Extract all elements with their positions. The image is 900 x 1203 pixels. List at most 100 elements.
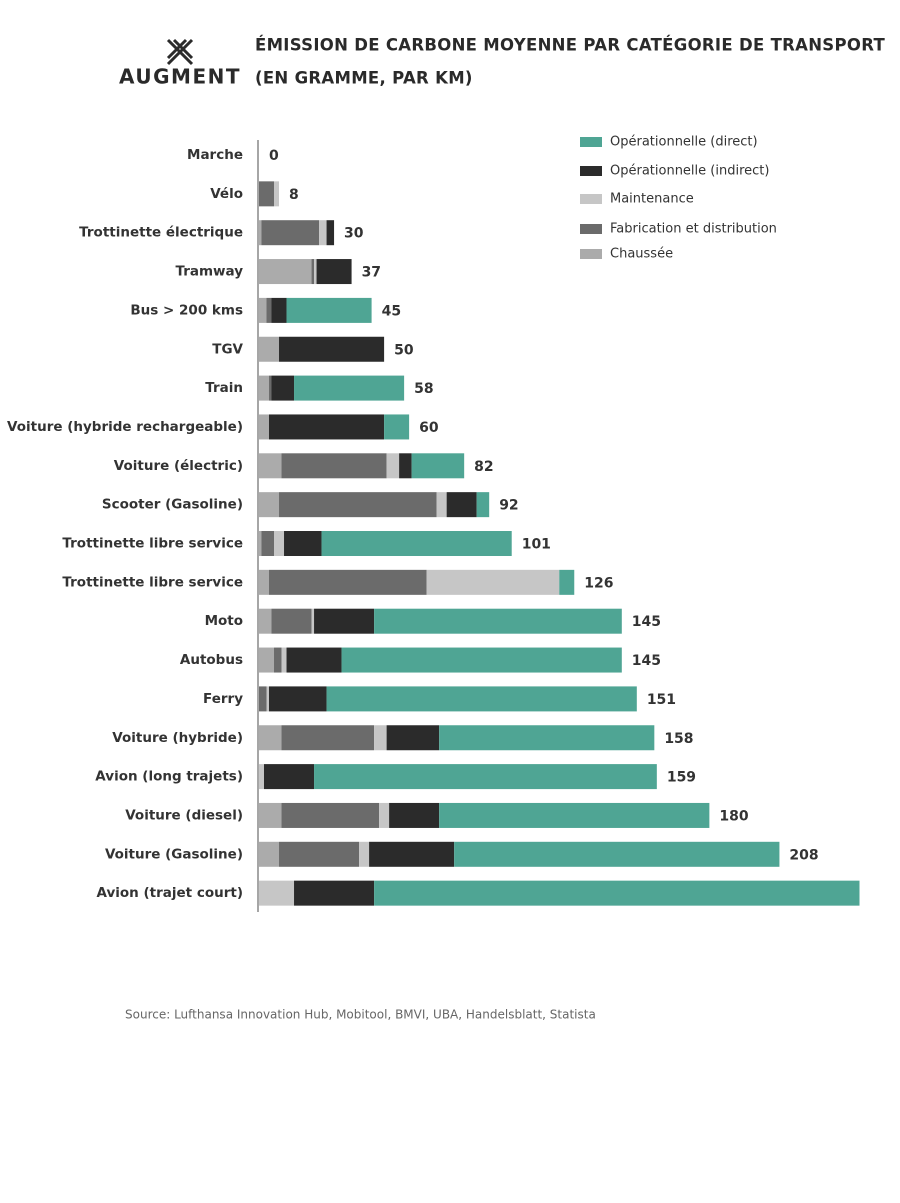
bar-segment bbox=[439, 725, 655, 751]
bar-segment bbox=[314, 764, 657, 790]
total-label: 126 bbox=[584, 575, 613, 591]
bar-segment bbox=[284, 531, 322, 556]
category-label: Voiture (hybride rechargeable) bbox=[7, 419, 243, 435]
bar-segment bbox=[259, 802, 282, 828]
bar-segment bbox=[374, 725, 387, 751]
chart-title: ÉMISSION DE CARBONE MOYENNE PAR CATÉGORI… bbox=[255, 36, 885, 55]
legend-label: Opérationnelle (direct) bbox=[610, 135, 758, 150]
bar-segment bbox=[259, 220, 262, 246]
bar-segment bbox=[259, 181, 275, 207]
category-label: Marche bbox=[187, 147, 243, 163]
bar-segment bbox=[259, 569, 270, 595]
total-label: 92 bbox=[499, 498, 518, 514]
legend-swatch bbox=[580, 224, 602, 234]
bar-segment bbox=[316, 259, 352, 285]
bar-segment bbox=[399, 453, 412, 479]
category-label: Tramway bbox=[175, 264, 243, 280]
bar-segment bbox=[266, 297, 272, 323]
bar-segment bbox=[271, 608, 312, 634]
bar-segment bbox=[271, 375, 295, 401]
bar-segment bbox=[269, 686, 327, 712]
bar-segment bbox=[259, 608, 272, 634]
bar-segment bbox=[279, 841, 360, 867]
bar-segment bbox=[374, 608, 622, 634]
bar-segment bbox=[279, 492, 437, 518]
total-label: 180 bbox=[719, 808, 748, 824]
bar-segment bbox=[266, 686, 270, 712]
bar-segment bbox=[279, 336, 385, 362]
legend-label: Maintenance bbox=[610, 192, 694, 207]
total-label: 45 bbox=[382, 303, 401, 319]
category-label: Voiture (Gasoline) bbox=[105, 846, 243, 862]
bar-segment bbox=[259, 686, 267, 712]
total-label: 0 bbox=[269, 148, 279, 164]
bar-segment bbox=[259, 725, 282, 751]
bar-segment bbox=[281, 725, 375, 751]
bar-segment bbox=[286, 297, 372, 323]
bar-segment bbox=[386, 453, 400, 479]
bar-segment bbox=[259, 647, 275, 673]
bar-segment bbox=[259, 414, 270, 440]
category-label: Trottinette libre service bbox=[62, 574, 243, 590]
bar-segment bbox=[274, 531, 285, 556]
legend-label: Fabrication et distribution bbox=[610, 222, 777, 237]
bar-segment bbox=[319, 220, 327, 246]
category-label: Voiture (électric) bbox=[114, 458, 243, 474]
bar-segment bbox=[259, 492, 280, 518]
total-label: 58 bbox=[414, 381, 433, 397]
legend-swatch bbox=[580, 194, 602, 204]
bar-segment bbox=[259, 375, 270, 401]
bar-segment bbox=[264, 764, 315, 790]
bar-segment bbox=[294, 880, 375, 906]
bar-segment bbox=[321, 531, 512, 556]
bar-segment bbox=[359, 841, 370, 867]
bar-segment bbox=[386, 725, 440, 751]
bar-segment bbox=[311, 608, 315, 634]
total-label: 158 bbox=[664, 731, 693, 747]
bar-segment bbox=[259, 453, 282, 479]
total-label: 37 bbox=[362, 265, 381, 281]
bar-segment bbox=[341, 647, 622, 673]
bar-segment bbox=[286, 647, 342, 673]
bar-segment bbox=[261, 531, 275, 556]
logo-icon bbox=[166, 38, 194, 66]
category-label: Trottinette électrique bbox=[79, 225, 243, 241]
legend-swatch bbox=[580, 166, 602, 176]
bar-segment bbox=[269, 569, 427, 595]
bar-segment bbox=[311, 259, 315, 285]
bar-segment bbox=[446, 492, 477, 518]
category-label: Voiture (diesel) bbox=[125, 807, 243, 823]
total-label: 208 bbox=[789, 847, 818, 863]
bar-segment bbox=[281, 802, 380, 828]
bar-segment bbox=[259, 531, 262, 556]
total-label: 60 bbox=[419, 420, 439, 436]
category-label: Bus > 200 kms bbox=[130, 302, 243, 318]
category-label: Moto bbox=[205, 613, 243, 629]
total-label: 101 bbox=[522, 537, 551, 553]
bar-segment bbox=[269, 375, 272, 401]
category-label: Ferry bbox=[203, 691, 243, 707]
source: Source: Lufthansa Innovation Hub, Mobito… bbox=[125, 1008, 596, 1022]
bar-segment bbox=[426, 569, 560, 595]
bar-segment bbox=[379, 802, 390, 828]
bar-segment bbox=[259, 880, 295, 906]
bar-segment bbox=[326, 220, 335, 246]
bar-segment bbox=[259, 297, 267, 323]
bar-segment bbox=[559, 569, 575, 595]
category-label: TGV bbox=[212, 341, 243, 357]
bar-segment bbox=[259, 841, 280, 867]
bar-segment bbox=[369, 841, 455, 867]
category-label: Train bbox=[205, 380, 243, 396]
category-label: Avion (trajet court) bbox=[97, 885, 243, 901]
bar-segment bbox=[269, 414, 385, 440]
category-label: Vélo bbox=[210, 186, 243, 202]
bar-segment bbox=[374, 880, 860, 906]
bar-segment bbox=[259, 764, 265, 790]
total-label: 82 bbox=[474, 459, 493, 475]
legend-swatch bbox=[580, 137, 602, 147]
total-label: 151 bbox=[647, 692, 676, 708]
bar-segment bbox=[326, 686, 637, 712]
bar-segment bbox=[281, 647, 287, 673]
bar-segment bbox=[294, 375, 405, 401]
